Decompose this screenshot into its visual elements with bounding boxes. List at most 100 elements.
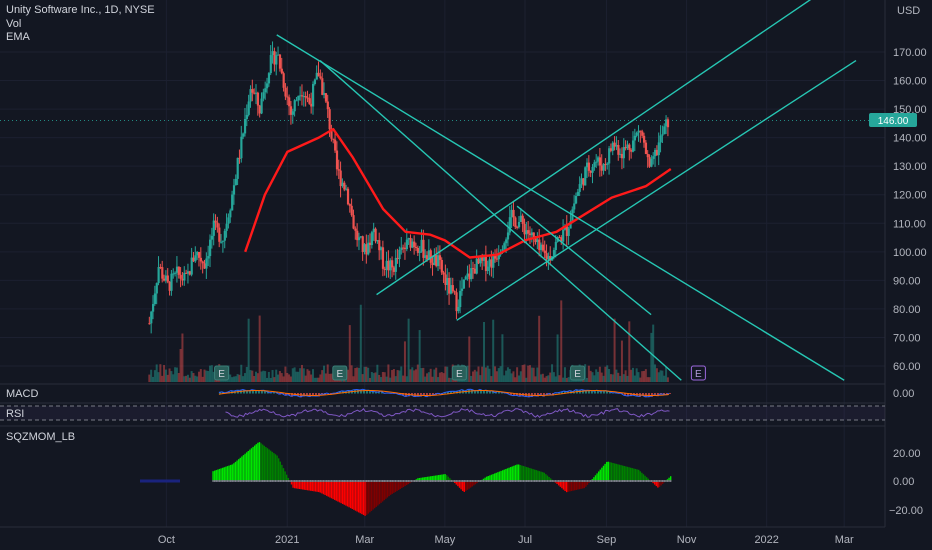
sqz-zero-dot bbox=[417, 480, 419, 482]
earnings-marker[interactable]: E bbox=[690, 365, 706, 381]
volume-bar bbox=[440, 372, 443, 382]
candle-up bbox=[370, 232, 374, 246]
candle-up bbox=[380, 247, 383, 251]
sqz-histogram-bar bbox=[237, 459, 240, 481]
candle-down bbox=[643, 135, 646, 143]
volume-indicator-label[interactable]: Vol bbox=[6, 18, 22, 30]
sqz-histogram-bar bbox=[629, 467, 632, 481]
candle-down bbox=[617, 145, 620, 155]
candle-down bbox=[455, 292, 458, 312]
candle-down bbox=[356, 230, 359, 241]
volume-bar bbox=[523, 364, 526, 382]
sqz-histogram-bar bbox=[420, 477, 422, 481]
sqz-zero-dot bbox=[540, 480, 542, 482]
sqz-histogram-bar bbox=[442, 474, 445, 481]
price-axis[interactable]: 170.00160.00150.00140.00130.00120.00110.… bbox=[893, 47, 927, 373]
volume-bar bbox=[657, 372, 660, 382]
trendline-downtrend-lower[interactable] bbox=[319, 60, 682, 381]
candle-up bbox=[661, 134, 664, 136]
macd-histogram-bar bbox=[662, 393, 665, 395]
volume-bar bbox=[262, 370, 265, 382]
sqz-histogram-bar bbox=[617, 464, 619, 481]
sqz-histogram-bar bbox=[658, 481, 661, 487]
candle-down bbox=[280, 68, 283, 74]
symbol-title[interactable]: Unity Software Inc., 1D, NYSE bbox=[6, 4, 155, 16]
sqz-zero-dot bbox=[503, 480, 505, 482]
candle-up bbox=[264, 88, 267, 93]
earnings-marker-box[interactable] bbox=[451, 365, 467, 381]
volume-bar bbox=[541, 373, 544, 382]
time-axis-tick: 2021 bbox=[275, 534, 299, 546]
sqz-zero-dot bbox=[466, 480, 469, 482]
macd-indicator-label[interactable]: MACD bbox=[6, 388, 39, 400]
sqz-histogram-bar bbox=[580, 481, 582, 489]
candle-down bbox=[337, 169, 340, 171]
earnings-marker-box[interactable] bbox=[214, 365, 230, 381]
sqz-zero-dot bbox=[633, 480, 635, 482]
candle-up bbox=[183, 272, 186, 281]
ema-indicator-label[interactable]: EMA bbox=[6, 31, 30, 43]
earnings-marker[interactable]: E bbox=[332, 365, 348, 381]
sqz-histogram-bar bbox=[538, 471, 541, 481]
candle-down bbox=[396, 257, 399, 260]
earnings-marker-box[interactable] bbox=[332, 365, 348, 381]
candle-up bbox=[223, 230, 226, 241]
trendline-channel-upper[interactable] bbox=[376, 0, 826, 296]
volume-bar bbox=[620, 340, 623, 382]
candle-up bbox=[622, 147, 625, 159]
earnings-marker[interactable]: E bbox=[451, 365, 467, 381]
sqz-histogram-bar bbox=[593, 477, 595, 481]
sqz-zero-dot bbox=[546, 480, 549, 482]
volume-bar bbox=[598, 366, 601, 382]
candle-up bbox=[229, 210, 232, 218]
earnings-marker-box[interactable] bbox=[690, 365, 706, 381]
candle-down bbox=[549, 256, 552, 261]
macd-histogram-bar bbox=[509, 393, 512, 396]
rsi-indicator-label[interactable]: RSI bbox=[6, 408, 25, 420]
sqz-histogram-bar bbox=[266, 448, 269, 481]
sqz-zero-dot bbox=[469, 480, 472, 482]
sqz-zero-dot bbox=[277, 480, 280, 482]
sqzmom-indicator-label[interactable]: SQZMOM_LB bbox=[6, 431, 76, 443]
volume-bar bbox=[628, 321, 631, 382]
volume-bar bbox=[495, 371, 498, 382]
candle-down bbox=[374, 228, 377, 242]
macd-histogram-bar bbox=[377, 392, 380, 394]
volume-bar bbox=[251, 370, 254, 382]
sqz-zero-dot bbox=[365, 480, 368, 482]
candle-down bbox=[383, 268, 386, 270]
earnings-marker-box[interactable] bbox=[570, 365, 586, 381]
macd-histogram-bar bbox=[449, 391, 452, 394]
sqz-histogram-bar bbox=[257, 442, 259, 481]
trendline-cross-line[interactable] bbox=[516, 205, 652, 316]
sqz-histogram-bar bbox=[287, 477, 289, 481]
earnings-marker[interactable]: E bbox=[570, 365, 586, 381]
candle-up bbox=[464, 276, 467, 280]
candle-up bbox=[186, 271, 190, 274]
candle-up bbox=[205, 258, 208, 269]
candle-down bbox=[288, 97, 291, 107]
time-axis[interactable]: Oct 2021 Mar May Jul Sep Nov 2022 Mar bbox=[158, 534, 854, 546]
sqz-histogram-bar bbox=[495, 472, 497, 481]
macd-histogram-bar bbox=[263, 390, 266, 394]
sqz-zero-dot bbox=[436, 480, 438, 482]
sqz-histogram-bar bbox=[545, 474, 547, 481]
trendlines[interactable] bbox=[276, 0, 857, 381]
sqz-histogram-bar bbox=[274, 454, 277, 481]
earnings-marker[interactable]: E bbox=[214, 365, 230, 381]
sqz-zero-dot bbox=[353, 480, 355, 482]
sqz-histogram-bar bbox=[516, 464, 518, 481]
volume-bar bbox=[413, 370, 416, 382]
sqz-zero-dot bbox=[511, 480, 513, 482]
trendline-downtrend-upper[interactable] bbox=[276, 34, 845, 381]
sqz-histogram-bar bbox=[301, 481, 304, 490]
sqz-histogram-bar bbox=[637, 469, 640, 481]
volume-bar bbox=[164, 369, 167, 382]
sqz-histogram-bar bbox=[517, 464, 520, 481]
trendline-channel-lower[interactable] bbox=[456, 59, 857, 321]
sqz-zero-dot bbox=[444, 480, 446, 482]
sqz-histogram-bar bbox=[537, 470, 539, 481]
candle-down bbox=[471, 268, 475, 270]
